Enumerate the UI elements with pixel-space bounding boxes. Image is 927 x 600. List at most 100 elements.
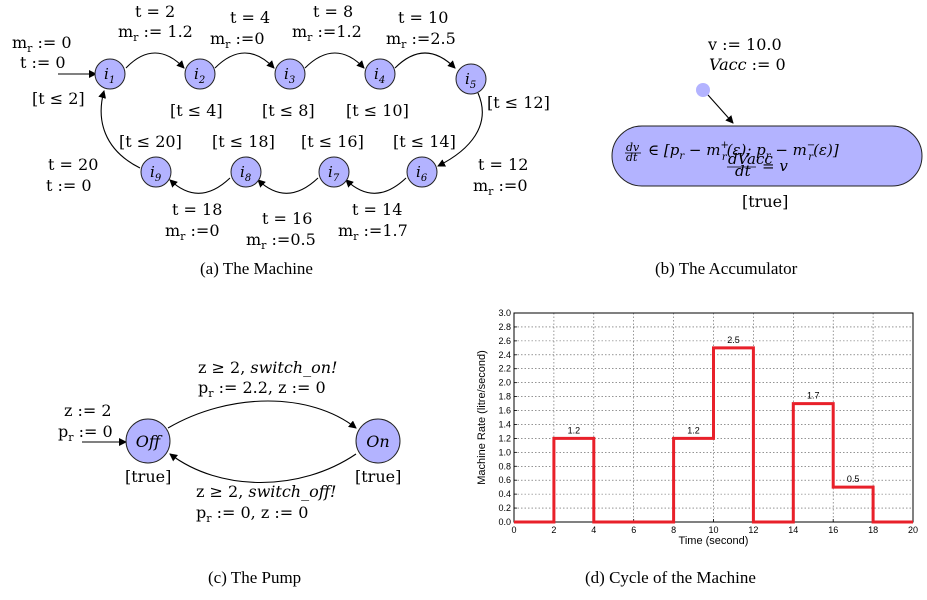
x-tick-label: 18 <box>868 525 878 535</box>
edge-i4-i5 <box>394 52 456 69</box>
acc-invariant: [true] <box>742 192 788 211</box>
guard-t12: t = 12 <box>478 155 528 174</box>
update-7: mr :=0.5 <box>246 230 316 252</box>
inv-on: [true] <box>355 467 401 486</box>
pump-bottom-update: pr := 0, z := 0 <box>196 503 308 525</box>
edge-i7-i8 <box>257 177 319 194</box>
state-on-label: On <box>366 432 389 451</box>
data-label: 1.2 <box>568 425 581 435</box>
y-tick-label: 0.8 <box>498 461 511 471</box>
state-label-i8: i8 <box>240 163 251 184</box>
state-i4 <box>364 58 396 90</box>
machine-init-t: t := 0 <box>20 53 66 72</box>
pump-bottom-guard: z ≥ 2, switch_off! <box>196 482 336 501</box>
state-label-i7: i7 <box>328 163 340 184</box>
acc-location <box>611 125 923 187</box>
edge-i8-i9 <box>169 177 231 194</box>
pump-init-z: z := 2 <box>64 401 112 420</box>
edge-i3-i4 <box>304 52 365 69</box>
pump-automaton: z := 2 pr := 0 Off On [true] [true] z ≥ … <box>58 358 401 587</box>
data-label: 1.7 <box>807 391 820 401</box>
machine-init-mr: mr := 0 <box>12 33 72 55</box>
inv-i1: [t ≤ 2] <box>32 89 85 108</box>
state-i6 <box>406 156 438 188</box>
guard-t16: t = 16 <box>262 209 312 228</box>
state-i3 <box>274 58 306 90</box>
acc-flow-1: dv dt <box>626 141 640 164</box>
state-label-i4: i4 <box>374 65 385 86</box>
x-tick-label: 12 <box>748 525 758 535</box>
x-tick-label: 20 <box>908 525 918 535</box>
state-label-i3: i3 <box>284 65 295 86</box>
state-label-i1: i1 <box>104 65 115 86</box>
x-tick-label: 16 <box>828 525 838 535</box>
state-on <box>355 418 401 464</box>
update-8: mr :=0 <box>165 221 220 243</box>
acc-caption: (b) The Accumulator <box>655 259 798 278</box>
x-tick-label: 0 <box>511 525 516 535</box>
machine-caption: (a) The Machine <box>200 259 313 278</box>
guard-t4: t = 4 <box>230 8 270 27</box>
edge-i9-i1 <box>98 90 141 169</box>
acc-initial-arrow <box>707 94 734 124</box>
y-tick-label: 1.8 <box>498 392 511 402</box>
acc-flow-2: dVacc <box>728 150 773 168</box>
y-tick-label: 2.8 <box>498 322 511 332</box>
x-tick-label: 6 <box>631 525 636 535</box>
y-tick-label: 0.2 <box>498 503 511 513</box>
inv-i4: [t ≤ 10] <box>346 101 409 120</box>
pump-caption: (c) The Pump <box>208 568 301 587</box>
pump-init-pr: pr := 0 <box>58 422 113 444</box>
cycle-caption: (d) Cycle of the Machine <box>585 568 756 587</box>
update-9: t := 0 <box>46 176 92 195</box>
inv-i9: [t ≤ 20] <box>119 132 182 151</box>
y-tick-label: 1.4 <box>498 419 511 429</box>
y-tick-label: 1.0 <box>498 447 511 457</box>
acc-initial-dot <box>696 83 710 97</box>
y-tick-label: 0.6 <box>498 475 511 485</box>
y-tick-label: 2.4 <box>498 350 511 360</box>
edge-i2-i3 <box>214 52 275 69</box>
state-i5 <box>455 63 487 95</box>
guard-t18: t = 18 <box>172 200 222 219</box>
edge-off-on <box>167 400 357 429</box>
accumulator-automaton: v := 10.0 Vacc := 0 dv dt ∈ [pr − m+ r(ε);… <box>611 35 923 278</box>
svg-text:= v: = v <box>762 157 788 175</box>
machine-cycle-chart: 0 2 4 6 8 10 12 14 16 18 20 0.0 0.2 0.4 0.6 0.8 1.0 1.2 1.… <box>476 308 918 547</box>
state-i2 <box>184 58 216 90</box>
state-i7 <box>318 156 350 188</box>
inv-i8: [t ≤ 18] <box>212 132 275 151</box>
update-5: mr :=0 <box>473 176 528 198</box>
svg-text:∈ [pr − m+r(ε); pr − m−r(ε)]: ∈ [pr − m+ r(ε); pr − m− r(ε)] <box>648 140 839 163</box>
x-tick-label: 4 <box>591 525 596 535</box>
data-label: 2.5 <box>727 335 740 345</box>
edge-i1-i2 <box>125 52 185 69</box>
state-label-i2: i2 <box>194 65 205 86</box>
y-tick-label: 0.4 <box>498 489 511 499</box>
guard-t2: t = 2 <box>135 2 175 21</box>
y-tick-label: 0.0 <box>498 517 511 527</box>
guard-t20: t = 20 <box>48 155 98 174</box>
y-tick-label: 2.6 <box>498 336 511 346</box>
guard-t10: t = 10 <box>398 8 448 27</box>
y-tick-label: 2.0 <box>498 378 511 388</box>
state-i1 <box>94 58 126 90</box>
state-label-i9: i9 <box>150 163 162 184</box>
acc-init-v: v := 10.0 <box>707 35 782 54</box>
edge-i6-i7 <box>345 177 407 194</box>
inv-i3: [t ≤ 8] <box>262 101 315 120</box>
inv-i5: [t ≤ 12] <box>487 93 550 112</box>
acc-init-vacc: Vacc := 0 <box>709 55 786 74</box>
update-3: mr :=1.2 <box>292 22 362 44</box>
state-off-label: Off <box>136 432 163 451</box>
y-tick-label: 2.2 <box>498 364 511 374</box>
guard-t8: t = 8 <box>313 2 353 21</box>
state-i8 <box>230 156 262 188</box>
x-tick-label: 8 <box>671 525 676 535</box>
update-2: mr :=0 <box>210 29 265 51</box>
y-tick-label: 3.0 <box>498 308 511 318</box>
inv-i2: [t ≤ 4] <box>170 101 223 120</box>
update-1: mr := 1.2 <box>118 22 193 44</box>
